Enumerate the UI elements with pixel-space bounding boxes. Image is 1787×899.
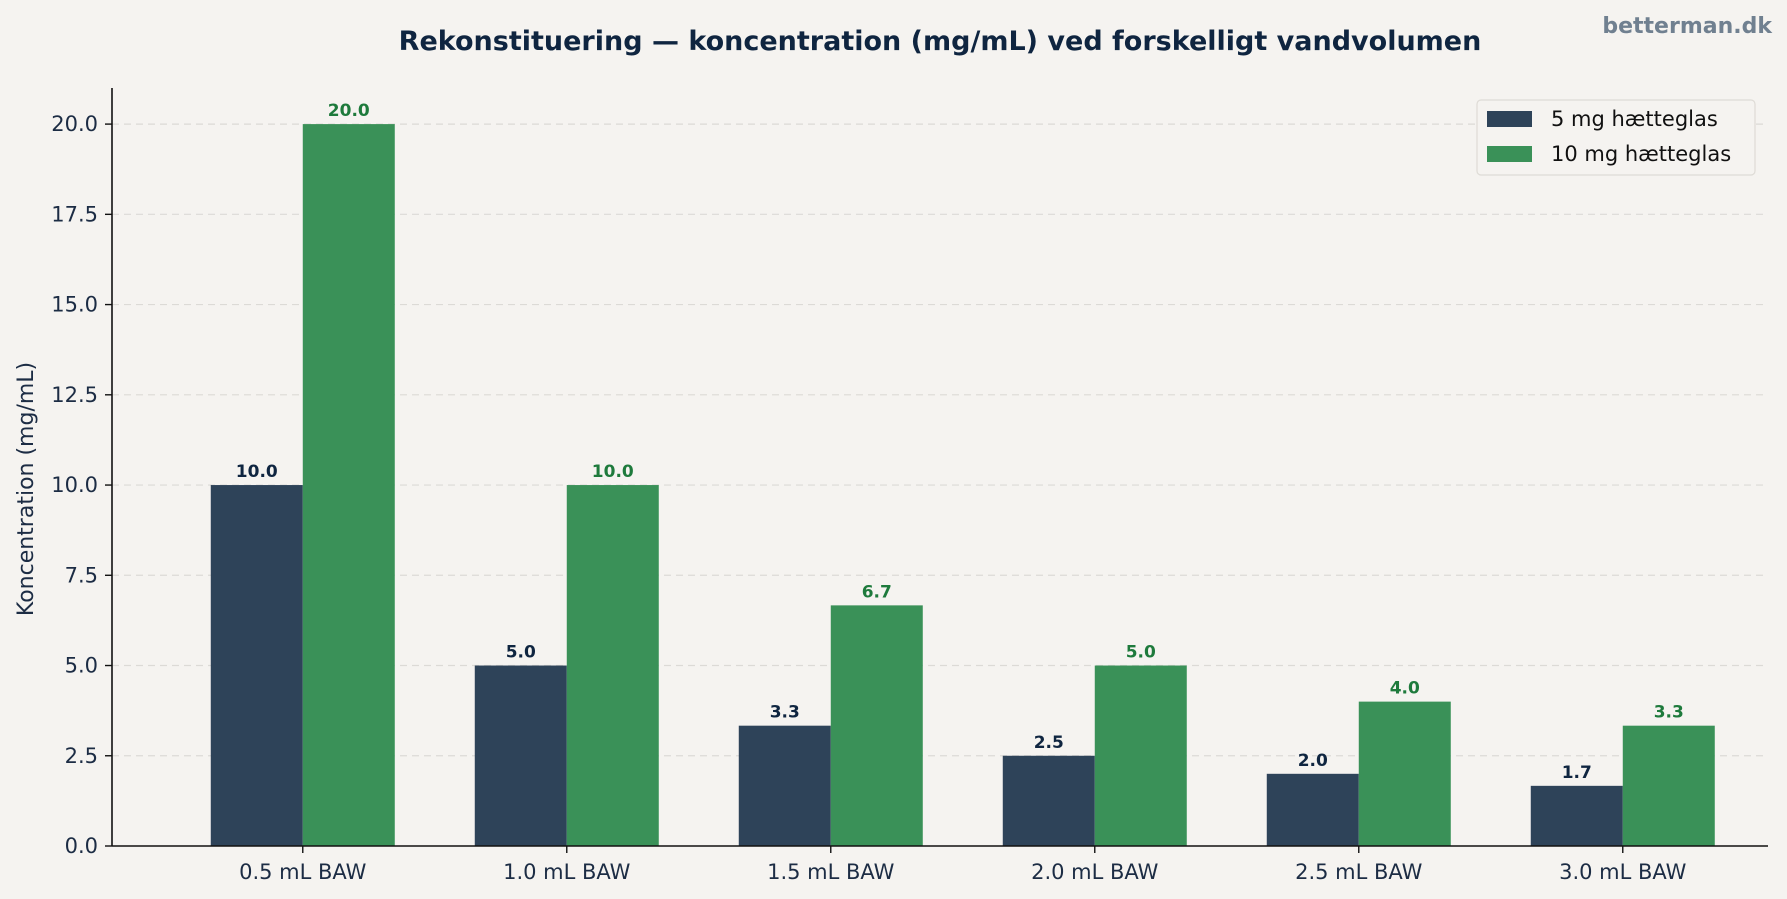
bar-10mg [567,485,659,846]
bar-5mg [1531,786,1623,846]
y-tick-label: 17.5 [51,202,98,226]
data-label: 1.7 [1562,763,1592,783]
bar-10mg [1623,726,1715,846]
bar-10mg [831,605,923,846]
x-tick-label: 0.5 mL BAW [239,860,367,884]
bar-5mg [211,485,303,846]
legend: 5 mg hætteglas 10 mg hætteglas [1477,100,1755,175]
x-tick-label: 1.0 mL BAW [503,860,631,884]
y-tick-label: 10.0 [51,473,98,497]
data-label: 20.0 [328,101,370,121]
data-label: 10.0 [592,462,634,482]
data-label: 3.3 [770,703,800,723]
data-labels: 10.0 20.0 5.0 10.0 3.3 6.7 2.5 5.0 2.0 4.0 1.7 3.3 [236,101,1684,783]
bar-5mg [1003,756,1095,846]
y-tick-label: 20.0 [51,112,98,136]
y-tick-label: 5.0 [65,654,98,678]
bar-5mg [739,726,831,846]
chart-title: Rekonstituering — koncentration (mg/mL) … [399,26,1482,57]
data-label: 4.0 [1390,679,1420,699]
x-tick-label: 2.5 mL BAW [1295,860,1423,884]
y-axis-title: Koncentration (mg/mL) [14,362,39,616]
bar-10mg [303,124,395,846]
bar-5mg [475,666,567,846]
bar-5mg [1267,774,1359,846]
legend-swatch [1487,146,1532,162]
data-label: 3.3 [1654,703,1684,723]
legend-swatch [1487,111,1532,127]
data-label: 2.0 [1298,751,1328,771]
data-label: 5.0 [506,643,536,663]
watermark: betterman.dk [1602,14,1773,39]
data-label: 5.0 [1126,643,1156,663]
y-tick-label: 7.5 [65,563,98,587]
x-tick-label: 1.5 mL BAW [767,860,895,884]
legend-label: 10 mg hætteglas [1551,142,1731,166]
x-tick-label: 2.0 mL BAW [1031,860,1159,884]
legend-label: 5 mg hætteglas [1551,107,1718,131]
y-tick-label: 2.5 [65,744,98,768]
data-label: 6.7 [862,582,892,602]
data-label: 10.0 [236,462,278,482]
data-label: 2.5 [1034,733,1064,753]
y-tick-label: 0.0 [65,834,98,858]
bar-10mg [1359,702,1451,846]
x-tick-label: 3.0 mL BAW [1559,860,1687,884]
bar-10mg [1095,666,1187,846]
y-tick-label: 12.5 [51,383,98,407]
y-tick-label: 15.0 [51,293,98,317]
